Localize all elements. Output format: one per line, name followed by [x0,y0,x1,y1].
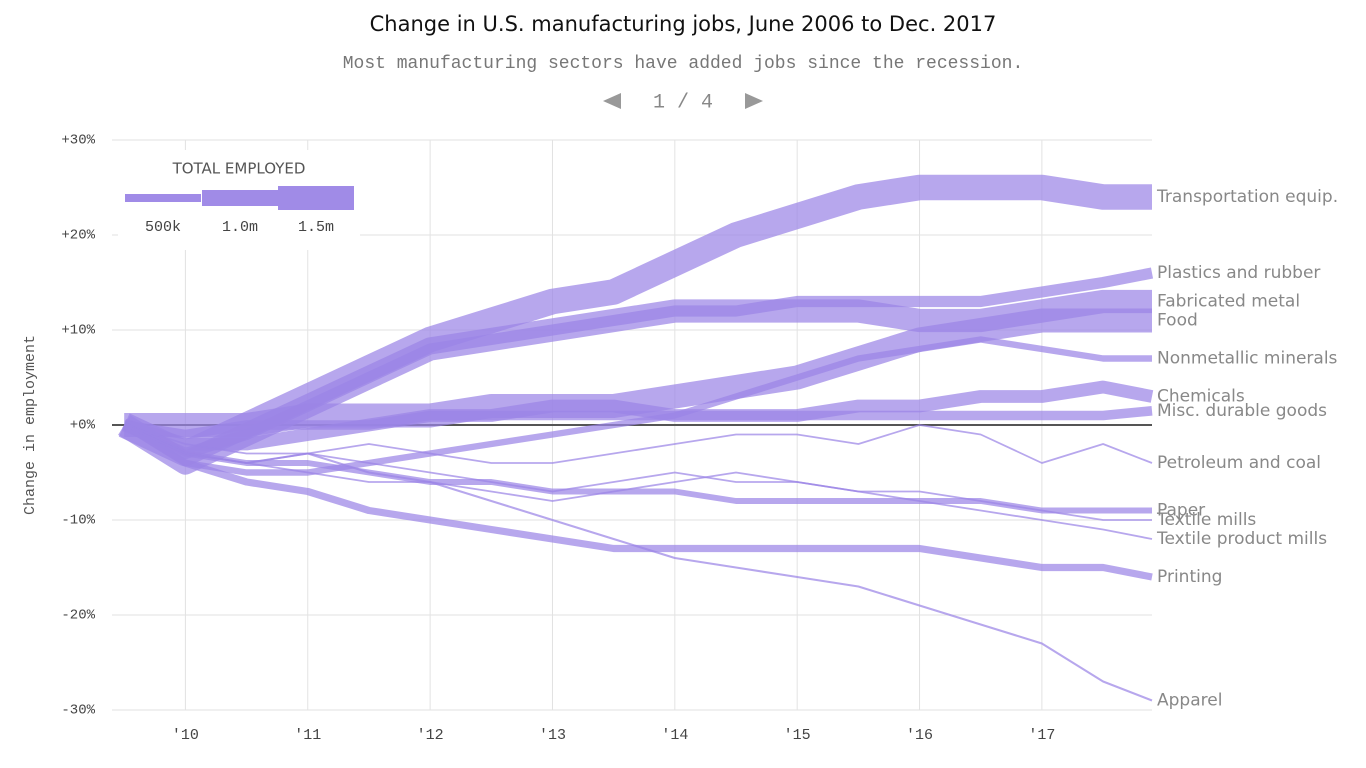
chart-title: Change in U.S. manufacturing jobs, June … [370,12,997,36]
x-tick-label: '16 [906,727,933,744]
x-tick-label: '13 [539,727,566,744]
prev-button[interactable] [603,93,621,109]
y-tick-label: +0% [70,418,96,434]
y-tick-label: +20% [61,228,95,244]
legend-swatch [202,190,278,206]
y-axis-label: Change in employment [22,335,39,515]
y-tick-label: -10% [61,513,95,529]
legend-label: 1.5m [298,219,334,236]
x-tick-label: '17 [1028,727,1055,744]
legend-label: 500k [145,219,181,236]
sector-line [124,308,1152,437]
sector-label: Textile product mills [1156,529,1327,549]
sector-label: Petroleum and coal [1157,453,1321,473]
y-tick-label: -20% [61,608,95,624]
pager: 1 / 4 [653,91,713,114]
sector-label: Fabricated metal [1157,292,1300,312]
sector-line [123,424,1153,464]
sector-line [123,424,1153,540]
legend-swatch [125,194,201,202]
chart-subtitle: Most manufacturing sectors have added jo… [343,54,1024,74]
legend-title: TOTAL EMPLOYED [172,160,306,178]
legend-label: 1.0m [222,219,258,236]
sector-line [123,424,1153,702]
sector-label: Chemicals [1157,387,1245,407]
sector-label: Apparel [1157,691,1222,711]
sector-label: Printing [1157,567,1222,587]
sector-label: Paper [1157,501,1205,521]
y-tick-label: -30% [61,703,95,719]
next-button[interactable] [745,93,763,109]
sector-label: Plastics and rubber [1157,263,1320,283]
sector-label: Misc. durable goods [1157,401,1327,421]
x-tick-label: '10 [172,727,199,744]
x-tick-label: '11 [294,727,321,744]
y-tick-label: +10% [61,323,95,339]
sector-label: Nonmetallic minerals [1157,349,1338,369]
sector-label: Transportation equip. [1156,187,1338,207]
sector-label: Textile mills [1156,510,1256,530]
x-tick-label: '15 [784,727,811,744]
sector-line [123,406,1153,440]
sector-label: Food [1157,311,1198,331]
legend-swatch [278,186,354,210]
y-tick-label: +30% [61,133,95,149]
x-tick-label: '14 [661,727,688,744]
x-tick-label: '12 [417,727,444,744]
